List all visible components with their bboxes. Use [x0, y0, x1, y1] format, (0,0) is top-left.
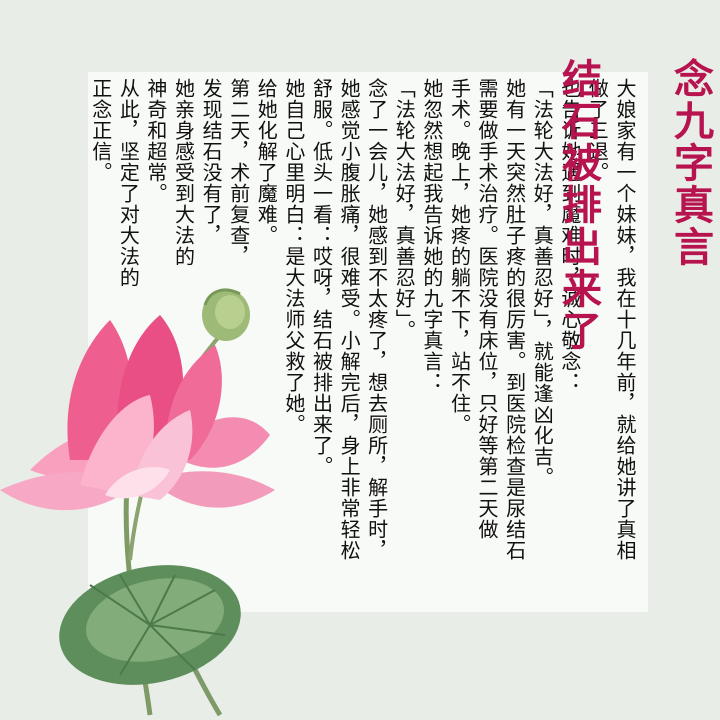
story-column: 手术。晚上，她疼的躺不下，站不住。: [447, 78, 472, 435]
story-column: 做了三退。: [585, 78, 610, 183]
story-column: 她自己心里明白：是大法师父救了她。: [281, 78, 306, 435]
story-column: 她感觉小腹胀痛，很难受。小解完后，身上非常轻松: [337, 78, 362, 561]
story-column: 念了一会儿，她感到不太疼了，想去厕所，解手时，: [364, 78, 389, 561]
story-column: 「法轮大法好，真善忍好」，就能逢凶化吉。: [530, 78, 555, 488]
story-column: 第二天，术前复查，: [226, 78, 251, 267]
story-text: 大娘家有一个妹妹，我在十几年前，就给她讲了真相 做了三退。 也告诉她遇到魔难时，…: [89, 78, 638, 598]
text-panel: [88, 72, 648, 612]
story-column: 舒服。低头一看：哎呀，结石被排出来了。: [309, 78, 334, 477]
story-column: 正念正信。: [88, 78, 113, 183]
lotus-flower-icon: [0, 315, 275, 511]
story-column: 给她化解了魔难。: [254, 78, 279, 246]
lotus-leaf-icon: [59, 565, 241, 685]
title-line-1: 念九字真言: [667, 58, 713, 268]
title-line-2: 结石被排出来了: [555, 58, 601, 352]
story-column: 大娘家有一个妹妹，我在十几年前，就给她讲了真相: [613, 78, 637, 561]
story-column: 她有一天突然肚子疼的很厉害。到医院检查是尿结石: [502, 78, 527, 561]
story-column: 她亲身感受到大法的: [171, 78, 196, 267]
story-column: 需要做手术治疗。医院没有床位，只好等第二天做: [475, 78, 500, 540]
story-column: 从此，坚定了对大法的: [116, 78, 141, 288]
story-column: 神奇和超常。: [143, 78, 168, 204]
poster-title: 念九字真言 结石被排出来了: [555, 58, 718, 698]
lotus-seedpod-icon: [202, 288, 250, 341]
story-column: 她忽然想起我告诉她的九字真言：: [419, 78, 444, 393]
story-column: 也告诉她遇到魔难时，诚心敬念：: [557, 78, 582, 393]
story-column: 「法轮大法好，真善忍好」。: [392, 78, 417, 341]
story-column: 发现结石没有了，: [199, 78, 224, 246]
